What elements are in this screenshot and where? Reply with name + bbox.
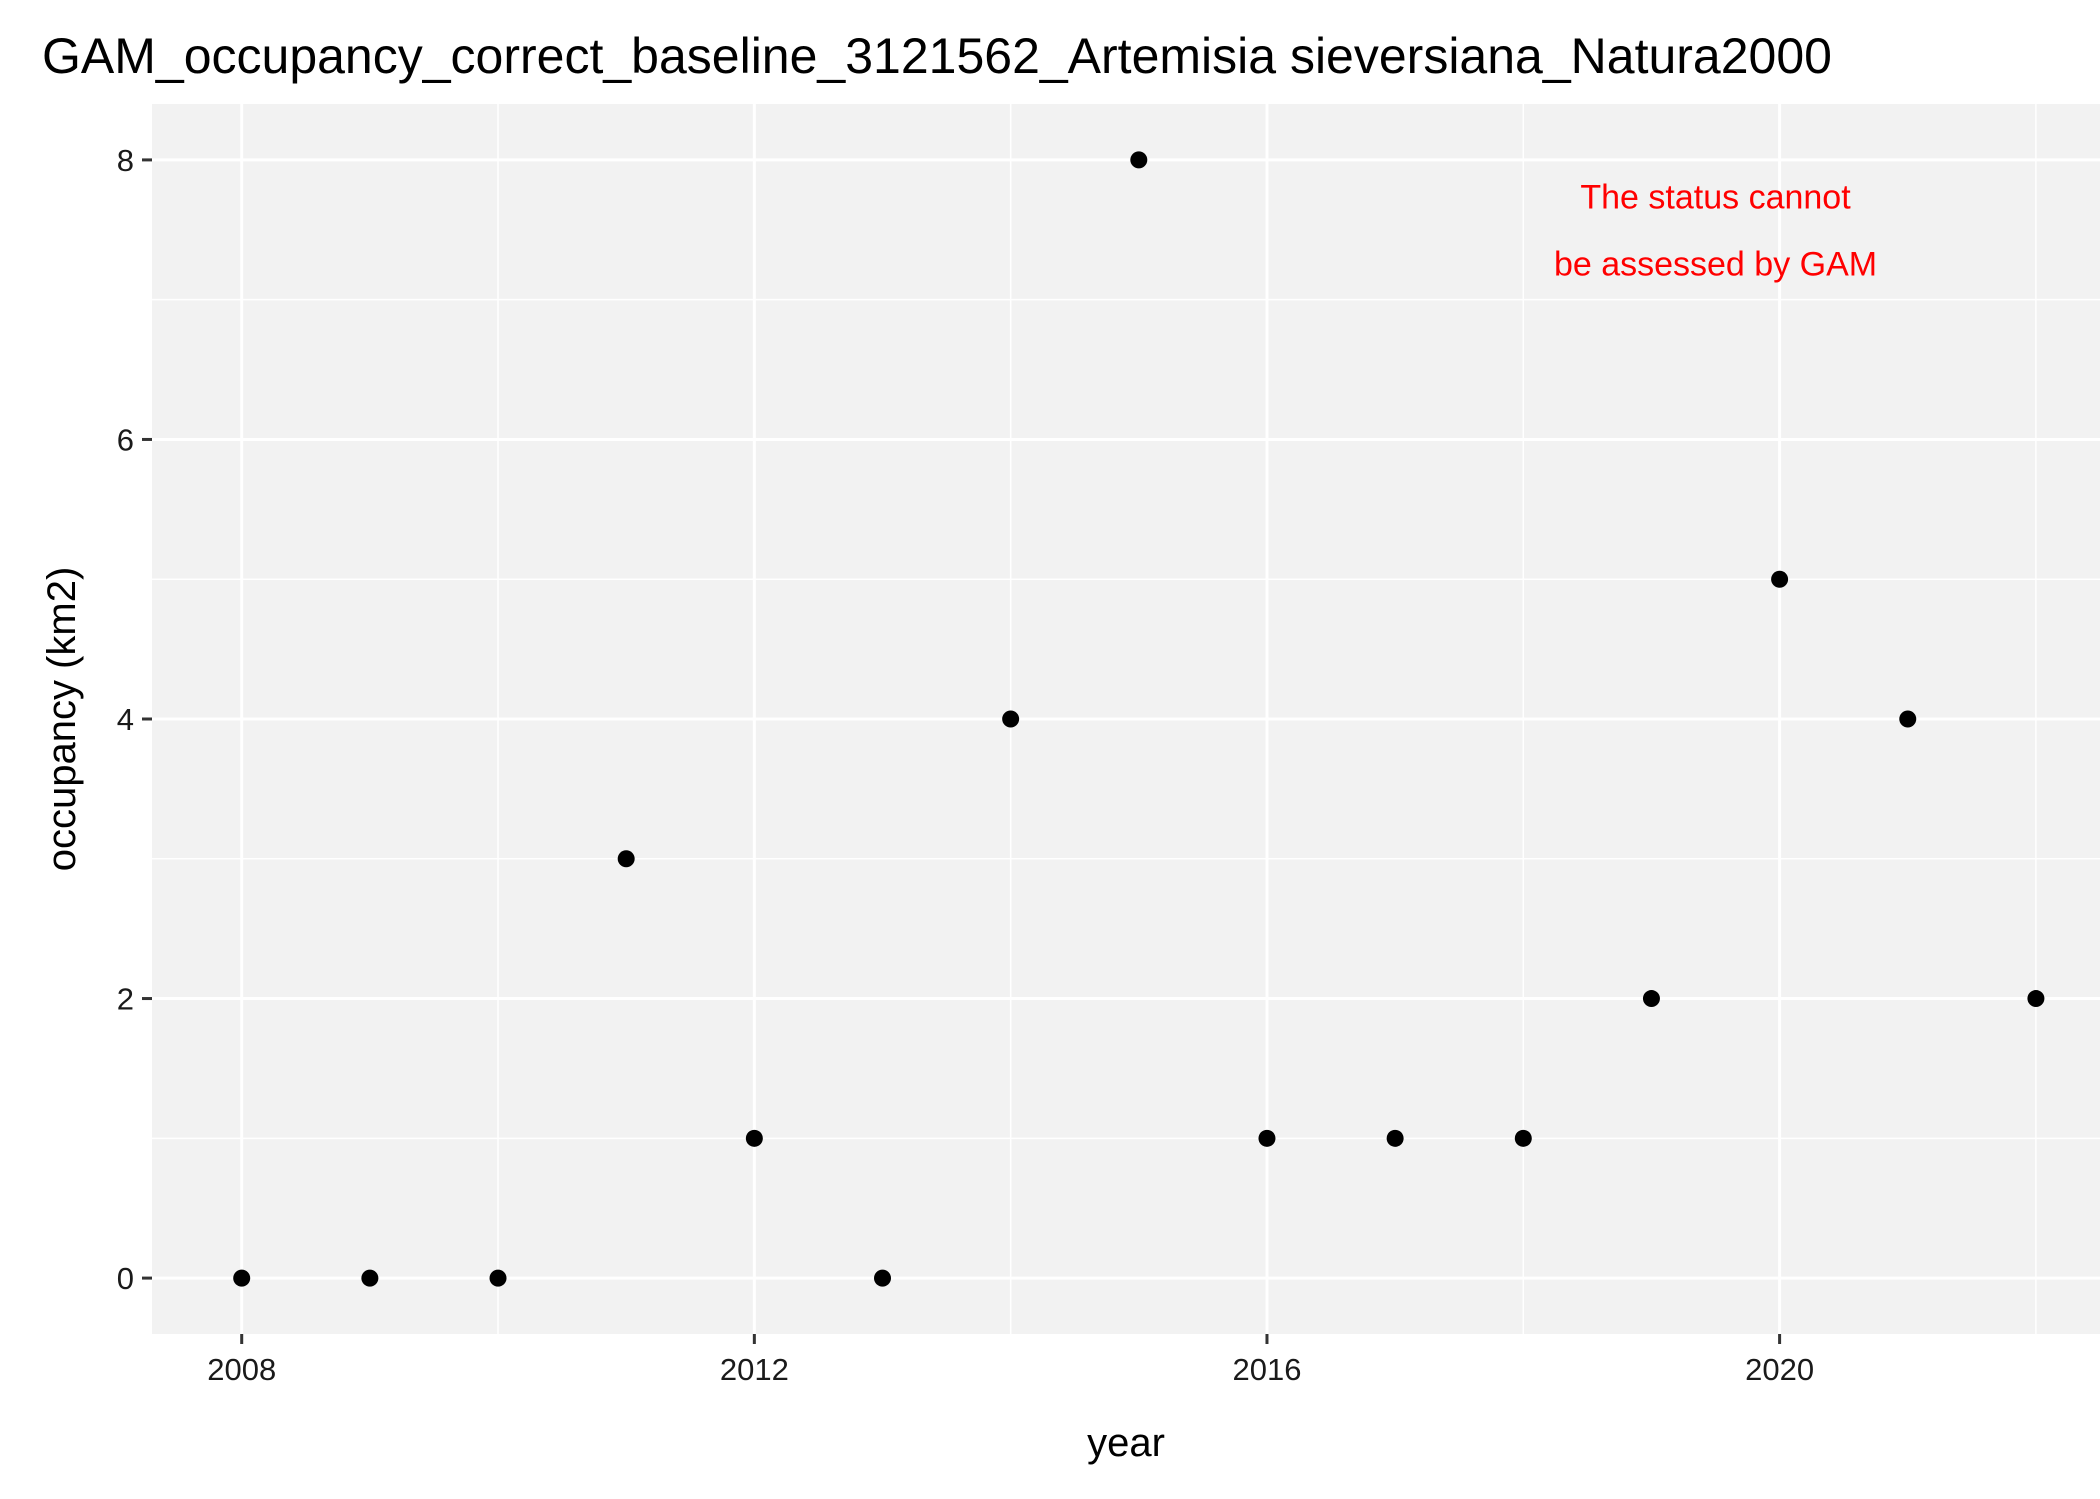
data-point bbox=[1514, 1129, 1532, 1147]
y-axis-title: occupancy (km2) bbox=[40, 567, 84, 872]
y-tick-label: 4 bbox=[117, 702, 134, 737]
axis-ticks bbox=[142, 158, 1782, 1344]
data-point bbox=[233, 1269, 251, 1287]
y-tick-label: 8 bbox=[117, 143, 134, 178]
data-point bbox=[1130, 151, 1148, 169]
y-tick-label: 2 bbox=[117, 982, 134, 1017]
data-point bbox=[1642, 990, 1660, 1008]
x-tick-label: 2020 bbox=[1745, 1352, 1814, 1387]
data-point bbox=[361, 1269, 379, 1287]
data-point bbox=[874, 1269, 891, 1287]
data-point bbox=[1771, 570, 1789, 588]
x-axis-title: year bbox=[1087, 1421, 1165, 1465]
x-tick-label: 2008 bbox=[207, 1352, 276, 1387]
data-point bbox=[2027, 990, 2045, 1008]
status-annotation: The status cannot be assessed by GAM bbox=[1554, 178, 1877, 283]
x-tick-label: 2016 bbox=[1232, 1352, 1301, 1387]
y-tick-label: 6 bbox=[117, 422, 134, 457]
x-tick-label: 2012 bbox=[720, 1352, 789, 1387]
data-point bbox=[1258, 1129, 1276, 1147]
y-tick-label: 0 bbox=[117, 1261, 134, 1296]
data-point bbox=[617, 850, 635, 868]
annotation-line: be assessed by GAM bbox=[1554, 245, 1877, 283]
data-point bbox=[1386, 1129, 1404, 1147]
data-point bbox=[489, 1269, 507, 1287]
annotation-line: The status cannot bbox=[1580, 178, 1851, 216]
major-gridlines bbox=[152, 104, 2100, 1334]
data-point bbox=[1899, 710, 1917, 728]
data-point bbox=[1002, 710, 1020, 728]
tick-labels: 2008 2012 2016 2020 0 2 4 6 8 bbox=[117, 143, 1814, 1387]
data-point bbox=[745, 1129, 763, 1147]
data-points bbox=[233, 151, 2045, 1287]
chart-title: GAM_occupancy_correct_baseline_3121562_A… bbox=[42, 28, 1832, 84]
